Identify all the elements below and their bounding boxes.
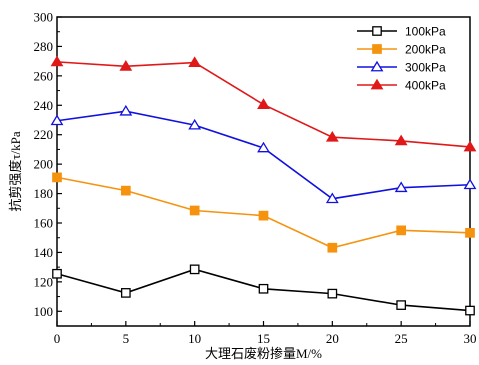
data-point-marker [257, 98, 270, 109]
data-point-marker [370, 60, 384, 72]
y-tick-label: 300 [34, 10, 54, 25]
data-point-marker [465, 228, 475, 238]
data-point-marker [396, 300, 407, 310]
x-axis-label: 大理石废粉掺量M/% [205, 346, 322, 361]
x-tick-label: 30 [464, 331, 477, 346]
data-point-marker [396, 225, 407, 236]
data-point-marker [258, 283, 269, 294]
y-tick-label: 220 [34, 127, 54, 142]
data-point-marker [120, 185, 131, 196]
legend-entry: 400kPa [357, 79, 446, 93]
data-point-marker [119, 60, 133, 71]
x-tick-label: 20 [326, 331, 339, 346]
data-point-marker [189, 205, 200, 216]
data-point-marker [327, 288, 338, 299]
legend-entry: 300kPa [357, 61, 446, 75]
legend-entry: 200kPa [357, 43, 446, 57]
legend-label: 300kPa [405, 61, 446, 75]
data-point-marker [52, 172, 62, 183]
data-point-marker [120, 288, 131, 298]
series-100kPa [52, 264, 475, 316]
y-tick-label: 200 [34, 157, 54, 172]
x-tick-label: 5 [123, 331, 130, 346]
data-point-marker [465, 305, 475, 316]
data-point-marker [325, 192, 339, 204]
data-point-marker [188, 118, 202, 130]
data-point-marker [189, 264, 200, 275]
data-point-marker [50, 114, 64, 126]
y-axis-label: 抗剪强度τ/kPa [8, 131, 23, 212]
y-tick-label: 100 [34, 304, 54, 319]
data-point-marker [394, 134, 408, 146]
y-tick-label: 160 [34, 216, 54, 231]
data-point-marker [257, 141, 270, 153]
data-point-marker [372, 44, 382, 54]
legend-entry: 100kPa [357, 25, 446, 39]
data-point-marker [52, 268, 62, 279]
series-300kPa [50, 104, 477, 204]
y-tick-label: 140 [34, 245, 54, 260]
x-tick-label: 25 [395, 331, 408, 346]
x-tick-label: 10 [188, 331, 201, 346]
data-point-marker [119, 104, 133, 116]
legend-label: 200kPa [405, 43, 446, 57]
data-point-marker [372, 26, 382, 36]
y-tick-label: 180 [34, 186, 54, 201]
data-point-marker [327, 242, 338, 253]
data-point-marker [50, 55, 64, 67]
data-point-marker [325, 130, 339, 142]
x-tick-label: 15 [257, 331, 270, 346]
y-tick-label: 240 [34, 98, 54, 113]
y-tick-label: 120 [34, 274, 54, 289]
y-tick-label: 260 [34, 68, 54, 83]
data-point-marker [394, 181, 408, 193]
series-200kPa [52, 172, 475, 253]
legend-label: 100kPa [405, 25, 446, 39]
data-point-marker [463, 140, 477, 152]
series-line [56, 110, 471, 200]
x-tick-label: 0 [54, 331, 61, 346]
data-point-marker [188, 56, 202, 68]
series-400kPa [50, 55, 477, 152]
data-point-marker [370, 78, 384, 90]
y-tick-label: 280 [34, 39, 54, 54]
data-point-marker [463, 178, 477, 190]
legend-label: 400kPa [405, 79, 446, 93]
data-point-marker [258, 210, 269, 221]
